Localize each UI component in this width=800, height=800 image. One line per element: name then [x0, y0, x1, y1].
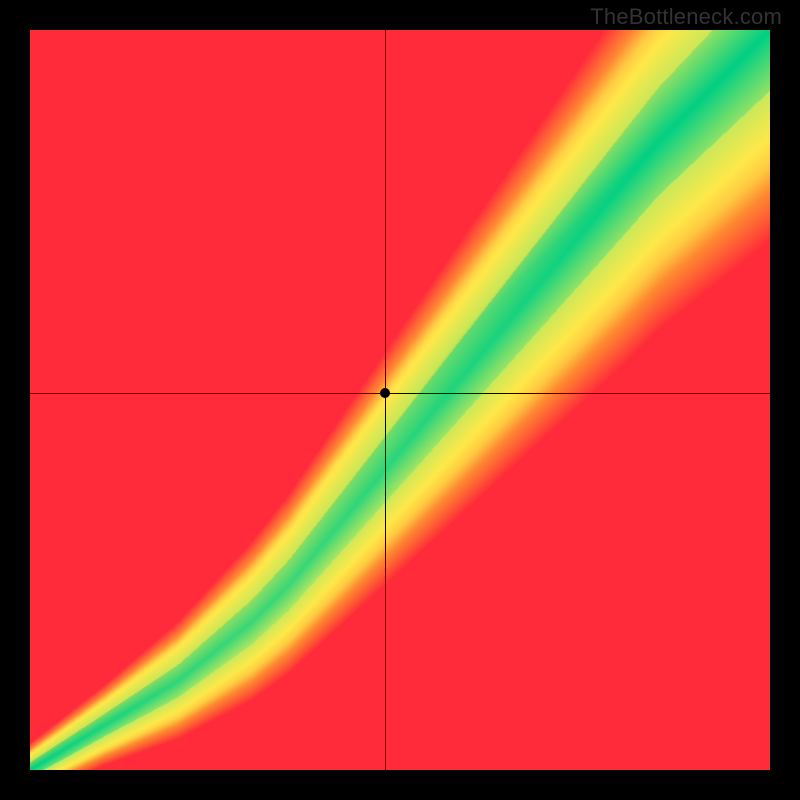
plot-area	[30, 30, 770, 770]
data-point-marker	[380, 388, 390, 398]
crosshair-horizontal	[30, 393, 770, 394]
watermark-text: TheBottleneck.com	[590, 4, 782, 30]
heatmap-canvas	[30, 30, 770, 770]
chart-container: TheBottleneck.com	[0, 0, 800, 800]
crosshair-vertical	[385, 30, 386, 770]
